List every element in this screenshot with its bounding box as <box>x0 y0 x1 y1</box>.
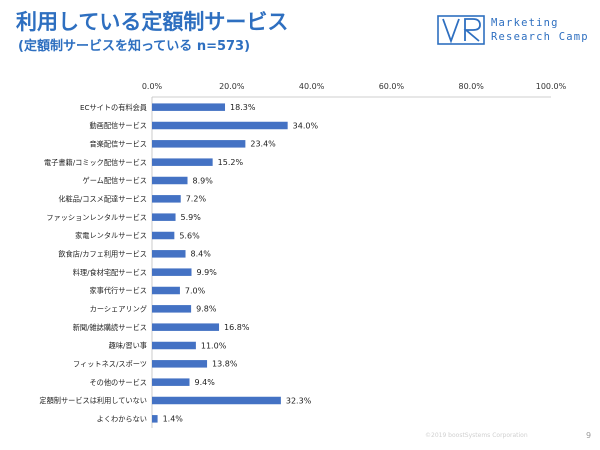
category-label: 定額制サービスは利用していない <box>39 396 147 405</box>
bar <box>152 323 220 331</box>
category-label: フィットネス/スポーツ <box>73 359 147 368</box>
data-label: 1.4% <box>163 415 184 424</box>
data-label: 11.0% <box>201 341 227 350</box>
brand-line-1: Marketing <box>491 17 559 29</box>
category-label: ファッションレンタルサービス <box>46 213 147 222</box>
bar <box>152 158 213 166</box>
data-label: 34.0% <box>293 121 319 130</box>
category-label: 電子書籍/コミック配信サービス <box>44 158 147 167</box>
category-label: ECサイトの有料会員 <box>80 103 147 112</box>
data-label: 7.2% <box>186 195 207 204</box>
data-label: 9.9% <box>197 268 218 277</box>
data-label: 15.2% <box>218 158 244 167</box>
bar <box>152 195 181 203</box>
x-tick-label: 20.0% <box>219 82 245 91</box>
bar <box>152 121 288 130</box>
bar <box>152 140 246 148</box>
data-label: 8.4% <box>191 250 212 259</box>
bar <box>152 250 186 258</box>
bar <box>152 213 176 221</box>
copyright-footer: ©2019 boostSystems Corporation <box>425 432 528 439</box>
brand-line-2: Research Camp <box>491 31 589 43</box>
bar <box>152 396 281 405</box>
category-label: 家事代行サービス <box>89 286 147 295</box>
bar <box>152 305 192 313</box>
page-subtitle: (定額制サービスを知っている n=573) <box>18 39 251 54</box>
x-tick-label: 80.0% <box>458 82 484 91</box>
category-label: その他のサービス <box>89 378 147 387</box>
data-label: 23.4% <box>250 140 276 149</box>
bar <box>152 360 208 368</box>
data-label: 32.3% <box>286 396 312 405</box>
category-label: 料理/食材宅配サービス <box>73 268 147 277</box>
bar <box>152 103 226 111</box>
bar <box>152 286 180 295</box>
bar <box>152 415 158 423</box>
brand-logo-icon <box>437 15 485 45</box>
data-label: 16.8% <box>224 323 250 332</box>
data-label: 9.8% <box>196 305 217 314</box>
bar <box>152 268 192 276</box>
category-label: 家電レンタルサービス <box>75 231 147 240</box>
x-tick-label: 0.0% <box>142 82 163 91</box>
bar <box>152 341 196 350</box>
brand-name: Marketing Research Camp <box>491 16 589 44</box>
category-label: 趣味/習い事 <box>109 341 147 350</box>
category-label: 動画配信サービス <box>89 121 147 130</box>
category-label: ゲーム配信サービス <box>83 176 147 185</box>
bar <box>152 231 175 240</box>
data-label: 8.9% <box>193 176 214 185</box>
data-label: 18.3% <box>230 103 256 112</box>
category-label: 化粧品/コスメ配達サービス <box>58 194 147 203</box>
category-label: 飲食店/カフェ利用サービス <box>58 249 147 258</box>
bar <box>152 176 188 185</box>
page-number: 9 <box>586 431 592 440</box>
x-tick-label: 60.0% <box>379 82 405 91</box>
data-label: 5.9% <box>181 213 202 222</box>
data-label: 7.0% <box>185 286 206 295</box>
category-label: カーシェアリング <box>90 304 147 313</box>
x-tick-label: 40.0% <box>299 82 325 91</box>
data-label: 5.6% <box>179 231 200 240</box>
data-label: 9.4% <box>195 378 216 387</box>
category-label: 新聞/雑誌購読サービス <box>73 323 147 332</box>
category-label: よくわからない <box>97 414 147 423</box>
x-tick-label: 100.0% <box>536 82 567 91</box>
page-title: 利用している定額制サービス <box>16 10 289 34</box>
data-label: 13.8% <box>212 360 238 369</box>
bar <box>152 378 190 386</box>
category-label: 音楽配信サービス <box>89 139 147 148</box>
